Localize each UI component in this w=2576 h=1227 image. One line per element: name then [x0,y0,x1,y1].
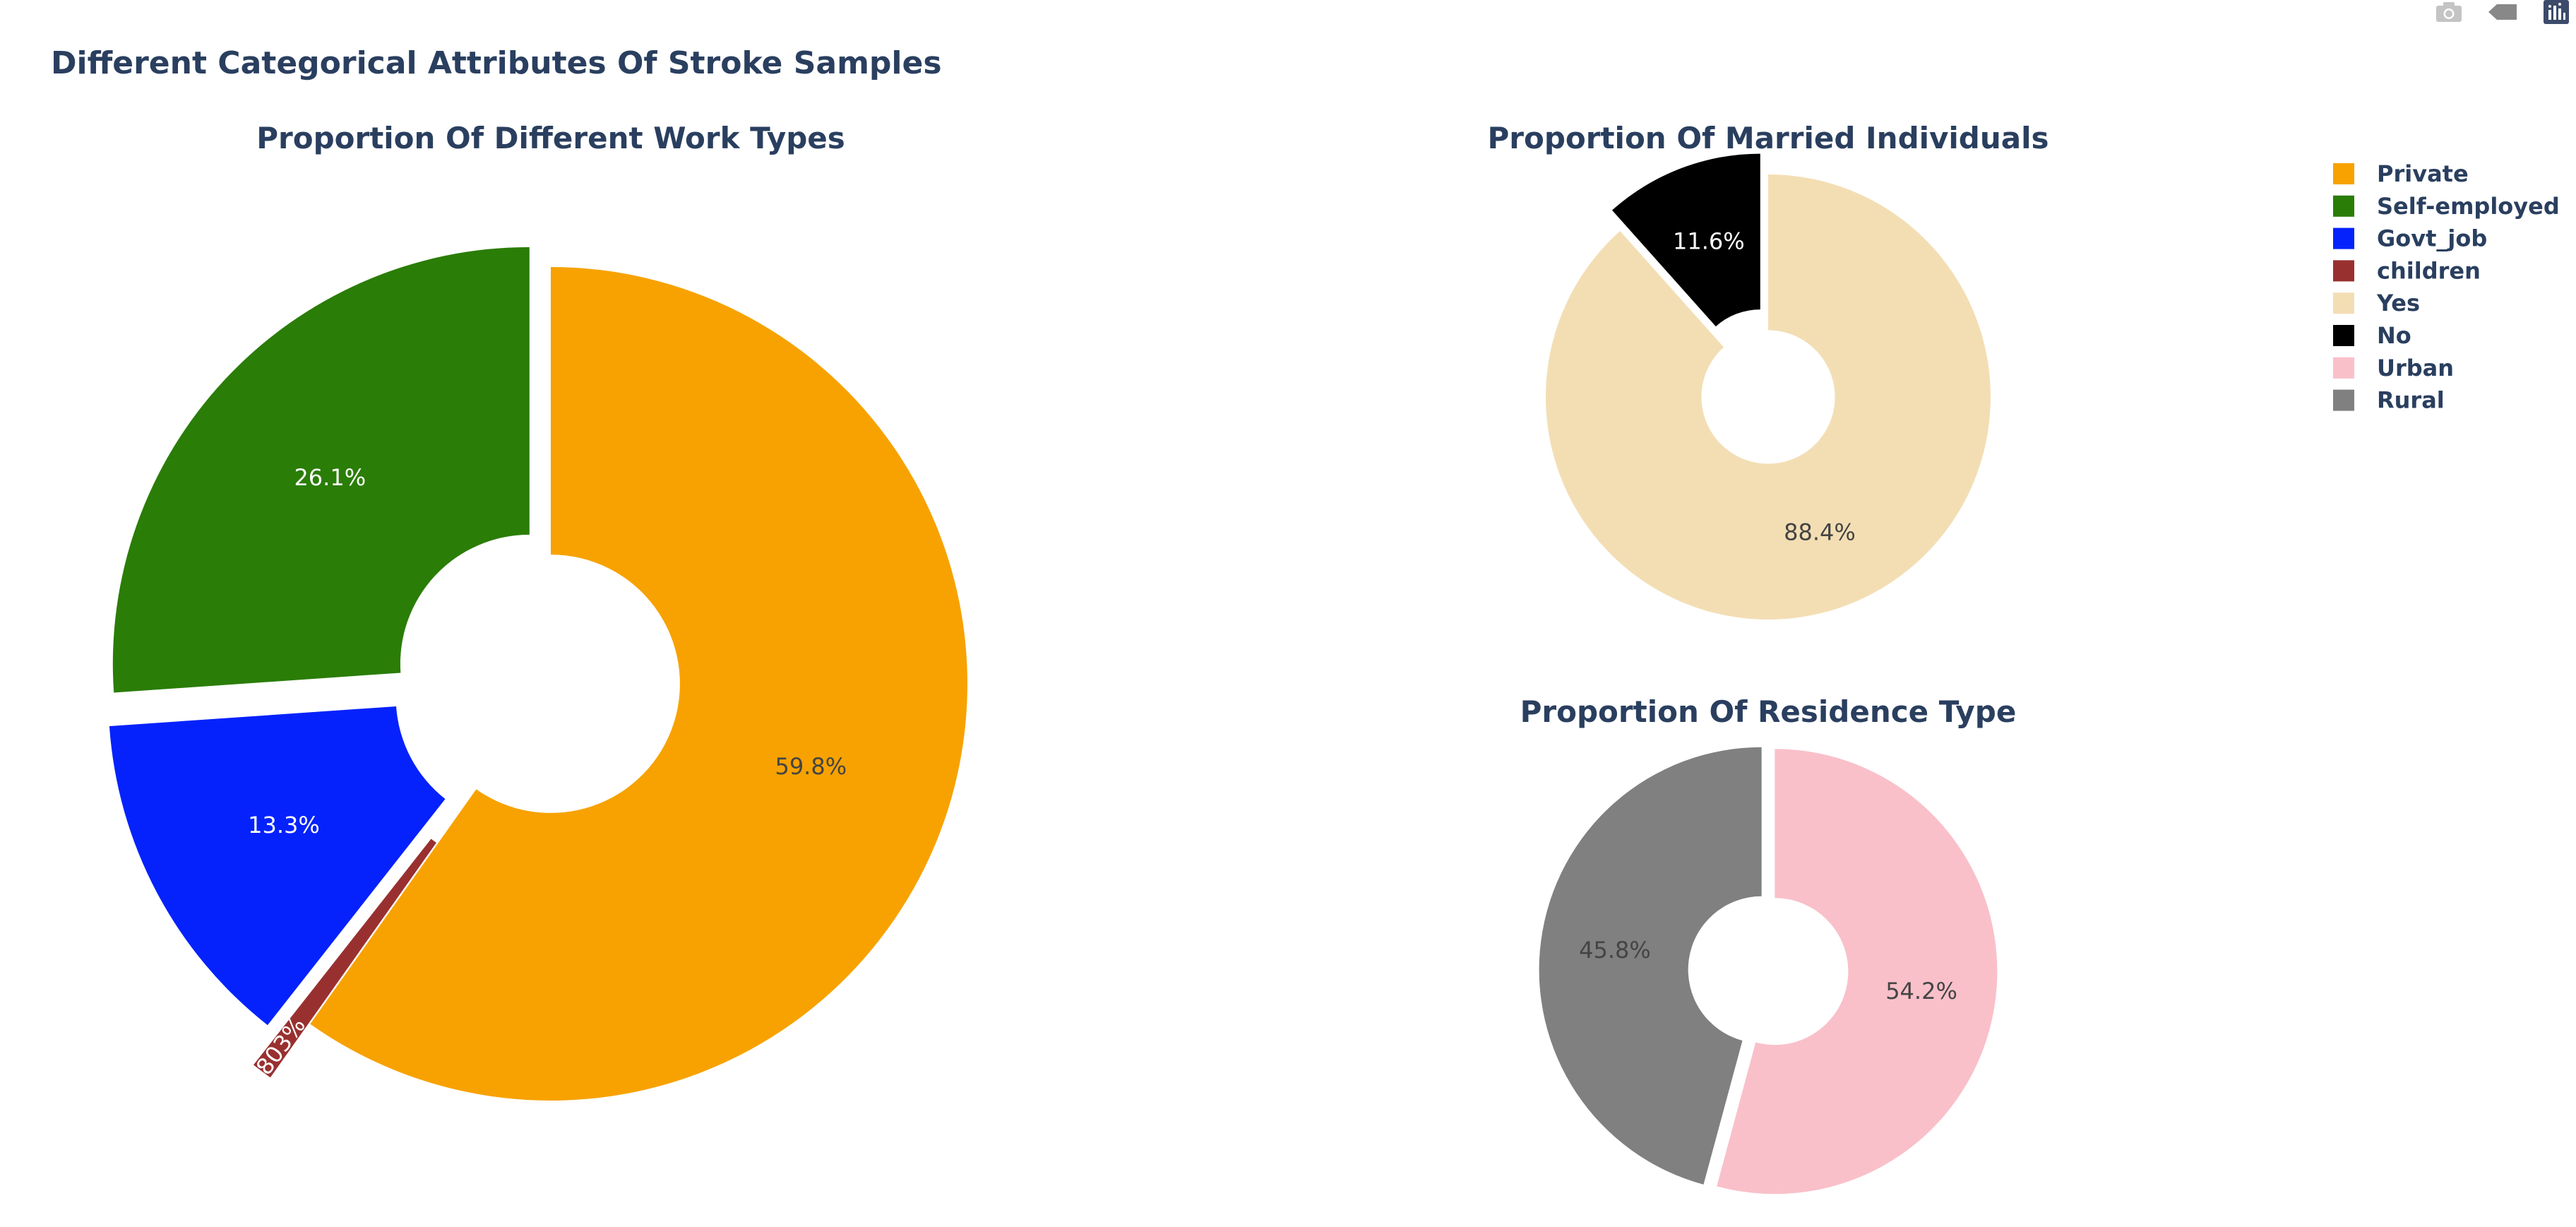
legend-swatch-private[interactable] [2333,163,2354,184]
pie-married: 88.4% 11.6% [1546,153,1991,620]
modebar [2433,0,2576,24]
legend-label-children[interactable]: children [2377,257,2481,284]
pie-title-married: Proportion Of Married Individuals [1487,121,2049,155]
legend-swatch-no[interactable] [2333,325,2354,346]
tag-icon [2488,4,2517,20]
pie-work-type: 59.8% 0.803% 13.3% 26.1% [109,247,968,1101]
pie-slice-no[interactable] [1611,153,1760,327]
legend-label-self-employed[interactable]: Self-employed [2377,193,2560,220]
camera-icon [2436,2,2462,22]
legend-label-rural[interactable]: Rural [2377,387,2445,414]
pie-slice-rural[interactable] [1539,747,1762,1185]
legend: Private Self-employed Govt_job children Yes N… [2333,160,2560,414]
pie-slice-govt-job[interactable] [109,706,446,1026]
slice-label-self-employed: 26.1% [294,464,366,491]
legend-swatch-urban[interactable] [2333,357,2354,379]
slice-label-rural: 45.8% [1579,937,1651,964]
pie-title-residence: Proportion Of Residence Type [1520,694,2017,729]
pie-slice-urban[interactable] [1717,749,1998,1195]
hover-toggle-button[interactable] [2487,0,2518,24]
plotly-logo-link[interactable] [2541,0,2572,24]
pie-slice-self-employed[interactable] [112,247,530,693]
pie-slice-children[interactable] [253,838,436,1078]
pie-title-work-type: Proportion Of Different Work Types [256,121,845,155]
legend-label-no[interactable]: No [2377,322,2411,349]
legend-swatch-govt-job[interactable] [2333,227,2354,249]
slice-label-private: 59.8% [775,753,847,780]
slice-label-urban: 54.2% [1885,978,1957,1004]
pie-residence: 54.2% 45.8% [1539,747,1998,1195]
legend-swatch-rural[interactable] [2333,389,2354,411]
download-plot-button[interactable] [2433,0,2464,24]
legend-swatch-self-employed[interactable] [2333,195,2354,217]
pie-slice-private[interactable] [310,267,968,1101]
legend-label-private[interactable]: Private [2377,160,2469,187]
chart-title: Different Categorical Attributes Of Stro… [51,45,942,81]
slice-label-no: 11.6% [1673,227,1745,254]
pie-slice-yes[interactable] [1546,174,1991,620]
slice-label-govt-job: 13.3% [248,812,320,838]
slice-label-yes: 88.4% [1784,518,1856,545]
legend-label-govt-job[interactable]: Govt_job [2377,225,2487,252]
legend-label-yes[interactable]: Yes [2376,290,2420,316]
legend-label-urban[interactable]: Urban [2377,355,2454,381]
plotly-logo-icon [2544,0,2569,24]
legend-swatch-children[interactable] [2333,260,2354,282]
legend-swatch-yes[interactable] [2333,292,2354,314]
slice-label-children: 0.803% [238,1012,311,1098]
